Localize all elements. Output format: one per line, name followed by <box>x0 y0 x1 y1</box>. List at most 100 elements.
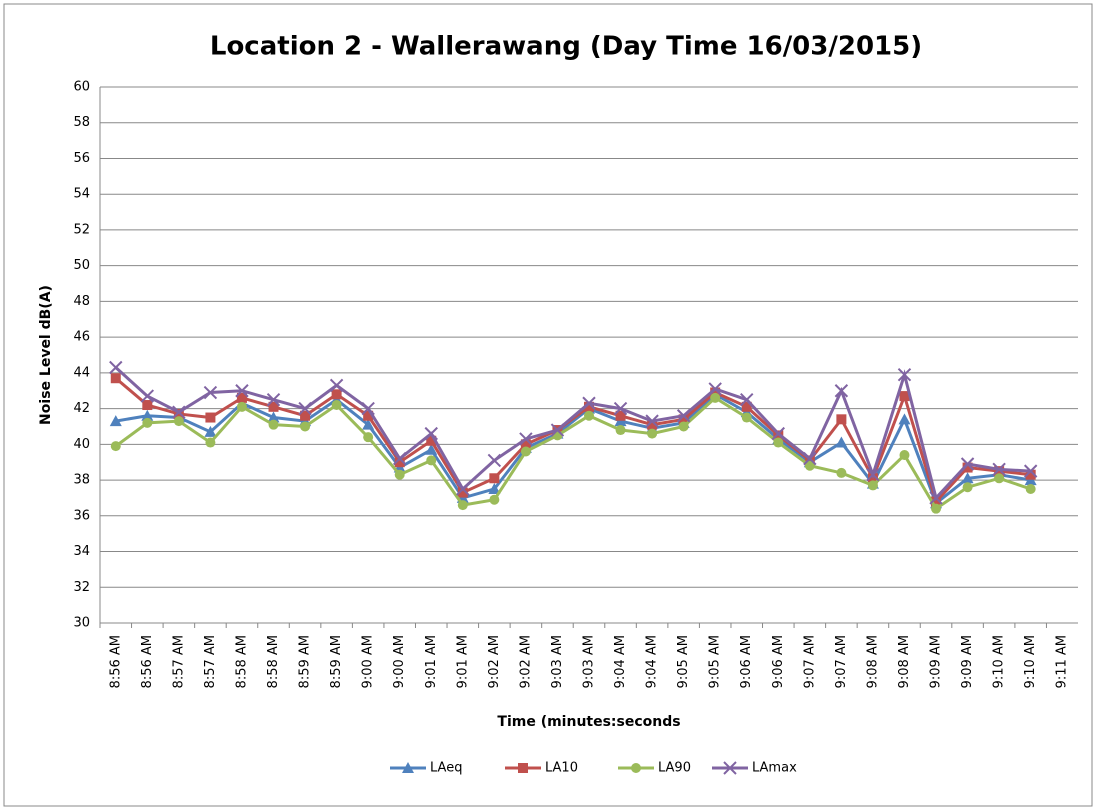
marker <box>741 401 752 412</box>
marker <box>992 462 1006 477</box>
marker <box>710 387 721 398</box>
x-tick-label: 8:58 AM <box>234 635 249 688</box>
y-tick-label: 42 <box>73 401 90 416</box>
y-tick-label: 54 <box>73 187 90 202</box>
x-tick-label: 9:04 AM <box>645 635 660 688</box>
marker <box>457 487 468 498</box>
marker <box>266 392 281 407</box>
marker <box>615 425 626 436</box>
x-tick-label: 9:00 AM <box>392 635 407 688</box>
x-tick-label: 9:03 AM <box>550 635 565 688</box>
marker <box>236 392 247 403</box>
marker <box>647 419 658 430</box>
marker <box>994 466 1005 477</box>
marker <box>489 494 500 505</box>
chart-frame <box>3 3 1093 807</box>
marker <box>835 436 848 448</box>
legend-label: LA90 <box>658 761 691 776</box>
x-tick-label: 9:08 AM <box>897 635 912 688</box>
marker <box>394 469 405 480</box>
x-tick-label: 8:58 AM <box>266 635 281 688</box>
marker <box>298 401 312 416</box>
series-line <box>114 366 1031 501</box>
y-tick-label: 58 <box>73 115 90 130</box>
y-tick-label: 32 <box>73 580 90 595</box>
x-tick-label: 9:09 AM <box>929 635 944 688</box>
marker <box>426 455 437 466</box>
marker <box>962 462 973 473</box>
x-tick-label: 9:08 AM <box>865 635 880 688</box>
x-tick-label: 9:03 AM <box>582 635 597 688</box>
marker <box>518 763 528 773</box>
marker <box>300 421 311 432</box>
marker <box>457 500 468 511</box>
marker <box>931 503 942 514</box>
marker <box>142 400 153 411</box>
marker <box>771 426 785 441</box>
y-tick-label: 60 <box>73 80 90 95</box>
marker <box>363 432 374 443</box>
marker <box>489 473 500 484</box>
marker <box>647 428 658 439</box>
marker <box>584 401 594 412</box>
marker <box>836 467 847 478</box>
marker <box>866 467 880 482</box>
marker <box>329 378 344 393</box>
marker <box>426 435 437 446</box>
marker <box>268 401 279 412</box>
marker <box>173 416 184 427</box>
x-tick-label: 9:01 AM <box>455 635 470 688</box>
x-axis-title: Time (minutes:seconds <box>497 714 680 730</box>
marker <box>267 411 280 423</box>
marker <box>1025 484 1036 494</box>
x-tick-label: 9:10 AM <box>1023 635 1038 688</box>
marker <box>393 451 407 466</box>
y-tick-label: 44 <box>73 365 90 380</box>
marker <box>678 414 689 425</box>
legend-label: LA10 <box>545 761 578 776</box>
marker <box>834 384 849 398</box>
marker <box>740 392 754 407</box>
y-tick-label: 38 <box>73 473 90 488</box>
x-tick-label: 9:07 AM <box>802 635 817 688</box>
marker <box>929 491 943 505</box>
marker <box>1023 464 1038 478</box>
marker <box>361 401 375 416</box>
x-tick-label: 9:11 AM <box>1055 635 1070 688</box>
x-tick-label: 9:09 AM <box>960 635 975 688</box>
marker <box>741 412 752 423</box>
marker <box>331 400 342 411</box>
x-tick-label: 9:01 AM <box>424 635 439 688</box>
marker <box>520 446 531 457</box>
marker <box>899 450 910 461</box>
marker <box>550 423 565 437</box>
marker <box>584 410 594 421</box>
marker <box>110 441 121 452</box>
marker <box>456 482 470 496</box>
y-tick-label: 34 <box>73 544 90 559</box>
marker <box>425 443 438 455</box>
x-tick-label: 9:05 AM <box>676 635 691 688</box>
y-tick-label: 52 <box>73 222 90 237</box>
marker <box>172 405 186 419</box>
marker <box>962 482 973 493</box>
y-tick-label: 46 <box>73 330 90 345</box>
y-tick-label: 50 <box>73 258 90 273</box>
marker <box>803 451 817 466</box>
marker <box>110 373 121 384</box>
marker <box>994 473 1005 484</box>
x-tick-label: 9:05 AM <box>708 635 723 688</box>
marker <box>960 457 975 471</box>
chart-title: Location 2 - Wallerawang (Day Time 16/03… <box>210 32 922 62</box>
marker <box>867 480 878 491</box>
x-tick-label: 9:06 AM <box>739 635 754 688</box>
marker <box>394 457 405 468</box>
y-tick-label: 48 <box>73 294 90 309</box>
marker <box>678 421 689 432</box>
x-tick-label: 9:02 AM <box>518 635 533 688</box>
marker <box>235 384 249 398</box>
marker <box>520 439 531 450</box>
marker <box>205 412 216 423</box>
marker <box>363 410 374 421</box>
